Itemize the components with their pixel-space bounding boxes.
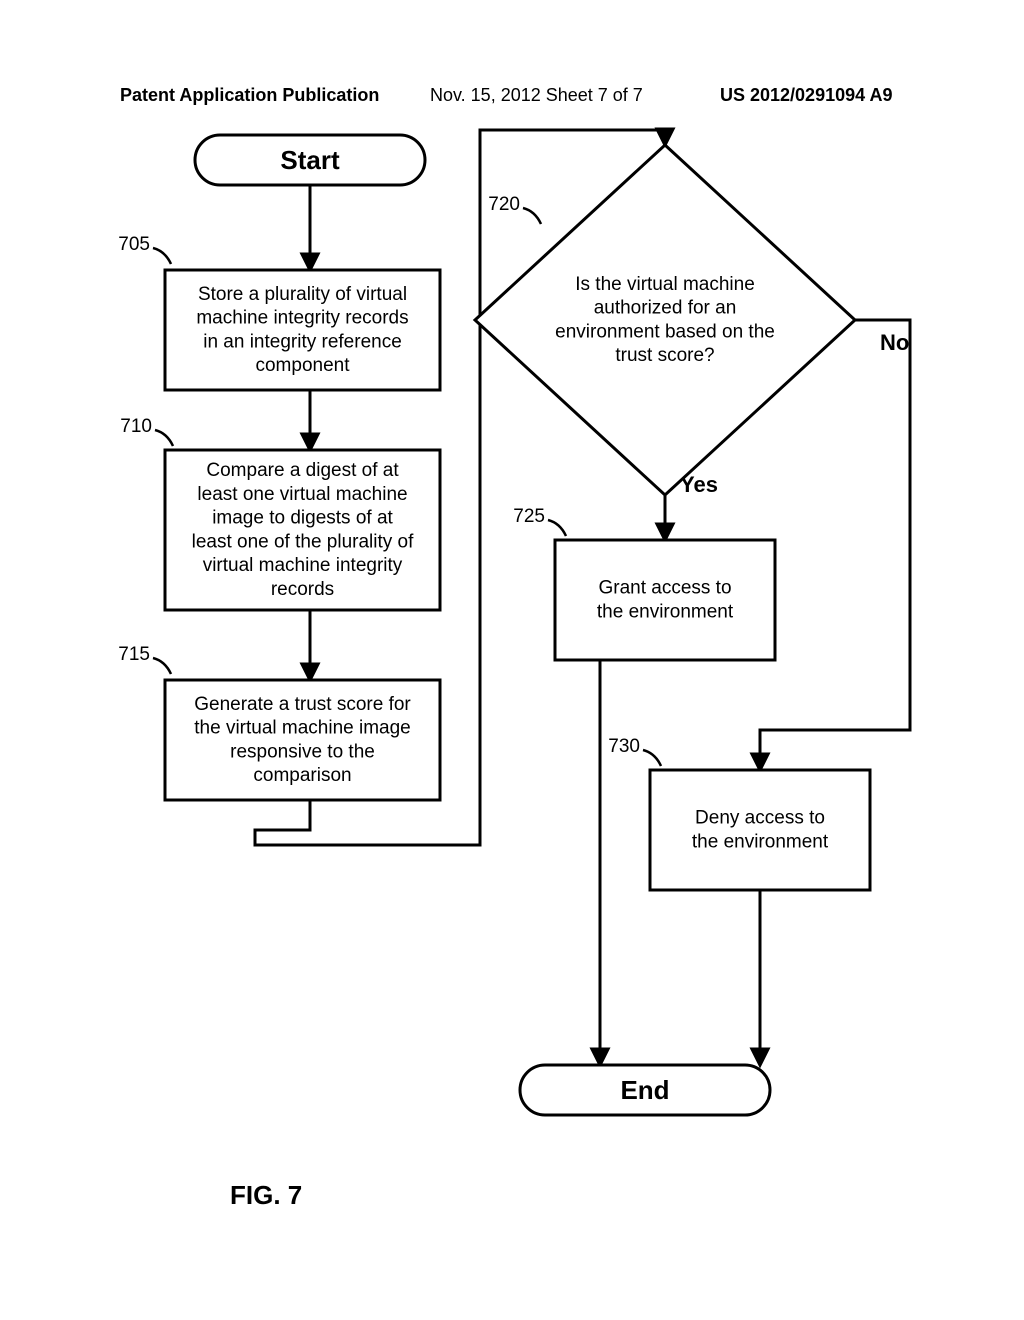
svg-text:in an integrity reference: in an integrity reference [203, 331, 402, 352]
svg-text:No: No [880, 330, 909, 355]
svg-text:authorized for an: authorized for an [594, 298, 737, 319]
svg-text:comparison: comparison [253, 765, 351, 786]
svg-text:715: 715 [118, 644, 150, 665]
svg-text:Deny access to: Deny access to [695, 808, 825, 829]
svg-text:Store a plurality of virtual: Store a plurality of virtual [198, 284, 407, 305]
page: Patent Application Publication Nov. 15, … [0, 0, 1024, 1320]
svg-text:records: records [271, 579, 334, 600]
svg-text:Compare a digest of at: Compare a digest of at [206, 460, 399, 481]
svg-text:the environment: the environment [597, 601, 734, 622]
svg-text:virtual machine integrity: virtual machine integrity [203, 555, 403, 576]
svg-text:responsive to the: responsive to the [230, 741, 375, 762]
svg-text:Start: Start [280, 145, 340, 175]
svg-text:least one virtual machine: least one virtual machine [197, 484, 407, 505]
svg-text:the environment: the environment [692, 831, 829, 852]
svg-text:the virtual machine image: the virtual machine image [194, 718, 411, 739]
svg-text:component: component [255, 355, 350, 376]
figure-label: FIG. 7 [230, 1180, 302, 1211]
svg-text:trust score?: trust score? [615, 345, 714, 366]
svg-text:machine integrity records: machine integrity records [196, 308, 408, 329]
svg-text:image to digests of at: image to digests of at [212, 508, 393, 529]
svg-text:Generate a trust score for: Generate a trust score for [194, 694, 411, 715]
svg-text:least one of the plurality of: least one of the plurality of [192, 531, 415, 552]
svg-text:environment based on the: environment based on the [555, 321, 775, 342]
svg-text:Is the virtual machine: Is the virtual machine [575, 274, 755, 295]
svg-text:725: 725 [513, 506, 545, 527]
svg-text:Grant access to: Grant access to [598, 578, 731, 599]
svg-text:End: End [620, 1075, 669, 1105]
svg-text:710: 710 [120, 416, 152, 437]
svg-text:730: 730 [608, 736, 640, 757]
flowchart-svg: YesNoStartStore a plurality of virtualma… [0, 0, 1024, 1320]
svg-text:720: 720 [488, 194, 520, 215]
svg-text:705: 705 [118, 234, 150, 255]
